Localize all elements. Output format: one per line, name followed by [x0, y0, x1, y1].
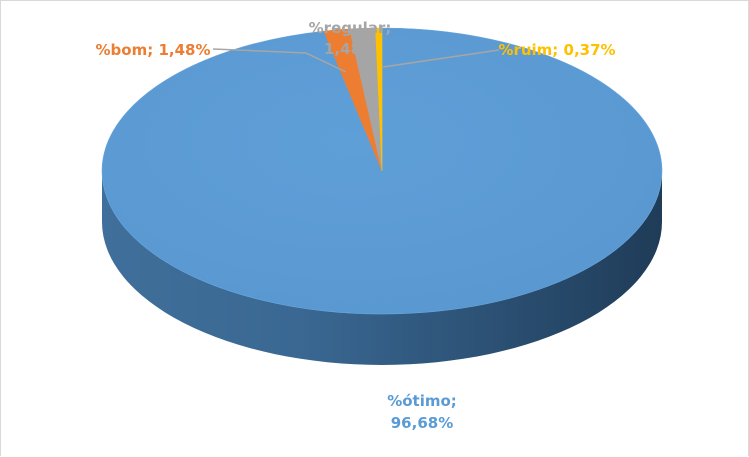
slice-side-otimo [102, 171, 662, 365]
data-label-line2: 96,68% [391, 414, 453, 432]
leader-line-ruim [382, 49, 500, 68]
leader-lines-group [212, 48, 500, 73]
data-label-line1: %ruim; 0,37% [498, 41, 615, 59]
data-label-line2: 1,48% [324, 40, 376, 58]
leader-line-bom [212, 48, 347, 73]
pie-side-group [102, 171, 662, 365]
data-label-ruim: %ruim; 0,37% [498, 41, 615, 59]
data-label-line1: %bom; 1,48% [96, 41, 211, 59]
data-label-line1: %ótimo; [387, 392, 457, 410]
slice-ruim [375, 27, 383, 172]
data-label-bom: %bom; 1,48% [96, 41, 211, 59]
data-label-line1: %regular; [309, 19, 392, 37]
data-label-otimo: %ótimo; 96,68% [387, 392, 457, 432]
data-label-regular: %regular; 1,48% [309, 19, 392, 58]
pie-top-group [101, 27, 663, 315]
data-labels-group: %ótimo; 96,68%%bom; 1,48%%regular; 1,48% %r… [96, 19, 616, 432]
